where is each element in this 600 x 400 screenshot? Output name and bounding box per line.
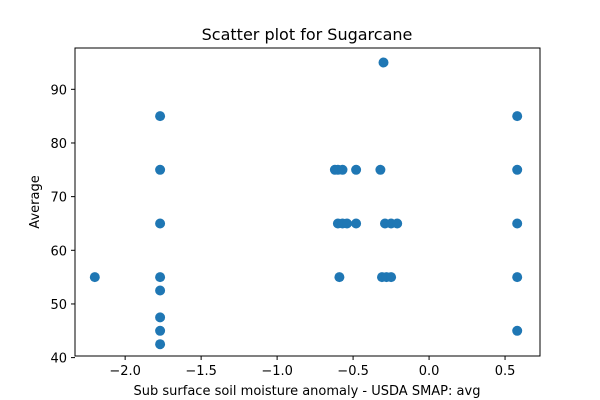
x-tick-label: −0.5 [337, 364, 369, 379]
data-point [512, 111, 523, 122]
x-tick-label: −1.0 [261, 364, 293, 379]
y-tick-label: 40 [50, 352, 67, 367]
data-point [351, 164, 362, 175]
data-point [89, 272, 100, 283]
y-tick-label: 80 [50, 137, 67, 152]
data-point [375, 164, 386, 175]
x-tick-label: 0.0 [419, 364, 440, 379]
y-axis-label: Average [28, 175, 43, 228]
plot-frame [74, 47, 541, 357]
y-tick-label: 60 [50, 244, 67, 259]
data-point [155, 111, 166, 122]
data-point [342, 218, 352, 229]
y-tick-label: 50 [50, 298, 67, 313]
data-point [392, 218, 403, 229]
data-point [155, 325, 166, 336]
data-point [512, 272, 523, 283]
x-axis-label: Sub surface soil moisture anomaly - USDA… [134, 384, 481, 399]
data-point [155, 218, 166, 229]
x-axis-ticks: −2.0 −1.5 −1.0 −0.5 0.0 0.5 [109, 356, 515, 379]
data-point [155, 272, 166, 283]
data-point [512, 325, 523, 336]
data-point [337, 164, 348, 175]
data-point [155, 339, 166, 350]
data-point [512, 218, 523, 229]
x-tick-label: 0.5 [495, 364, 516, 379]
data-point [378, 57, 389, 68]
y-axis-ticks: 40 50 60 70 80 90 [50, 83, 75, 367]
x-tick-label: −2.0 [109, 364, 141, 379]
x-tick-label: −1.5 [185, 364, 217, 379]
data-point [512, 164, 523, 175]
data-point [155, 312, 166, 323]
data-point [386, 272, 397, 283]
y-tick-label: 70 [50, 191, 67, 206]
data-points [89, 57, 523, 350]
chart-title: Scatter plot for Sugarcane [202, 25, 413, 44]
data-point [334, 272, 345, 283]
data-point [155, 285, 166, 296]
data-point [351, 218, 362, 229]
y-tick-label: 90 [50, 83, 67, 98]
data-point [155, 164, 166, 175]
